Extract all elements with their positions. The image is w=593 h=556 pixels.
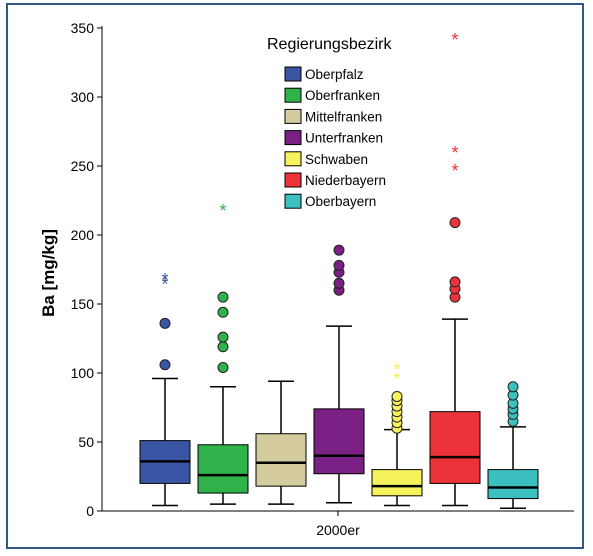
- legend-entry: Oberbayern: [305, 194, 376, 209]
- legend-entry: Mittelfranken: [305, 109, 382, 124]
- y-tick-label: 50: [78, 434, 94, 450]
- extreme-point: *: [451, 143, 458, 163]
- legend-entry: Oberfranken: [305, 88, 380, 103]
- y-tick-label: 200: [71, 227, 95, 243]
- y-tick-label: 100: [71, 365, 95, 381]
- outlier-point: [333, 259, 345, 271]
- iqr-box: [197, 444, 249, 494]
- extreme-point: *: [451, 30, 458, 50]
- iqr-box: [487, 469, 539, 500]
- outlier-point: [333, 244, 345, 256]
- legend-swatch: [284, 66, 302, 82]
- outlier-point: [217, 331, 229, 343]
- legend-entry: Oberpfalz: [305, 67, 364, 82]
- legend-swatch: [284, 108, 302, 124]
- box-mittelfranken: [255, 380, 307, 505]
- legend-swatch: [284, 151, 302, 167]
- iqr-box: [313, 408, 365, 475]
- x-axis: 2000er: [102, 510, 574, 538]
- y-tick-label: 0: [86, 503, 94, 519]
- outlier-point: [159, 359, 171, 371]
- extreme-point: *: [219, 201, 226, 221]
- outlier-point: [159, 317, 171, 329]
- legend-entry: Niederbayern: [305, 173, 386, 188]
- legend-swatch: [284, 87, 302, 103]
- box-niederbayern: ***: [429, 30, 481, 507]
- box-schwaben: **: [371, 360, 423, 507]
- legend-swatch: [284, 130, 302, 146]
- extreme-point: *: [451, 161, 458, 181]
- legend-entry: Schwaben: [305, 152, 368, 167]
- outlier-point: [507, 381, 519, 393]
- box-oberbayern: [487, 381, 539, 509]
- y-axis: 0 50 100 150 200 250 300 350: [71, 20, 103, 519]
- extreme-point: *: [393, 360, 400, 380]
- box-unterfranken: [313, 244, 365, 504]
- iqr-box: [371, 469, 423, 497]
- y-tick-label: 150: [71, 296, 95, 312]
- outlier-point: [333, 277, 345, 289]
- outlier-point: [449, 217, 461, 229]
- outlier-point: [449, 276, 461, 288]
- outlier-point: [217, 306, 229, 318]
- iqr-box: [429, 411, 481, 484]
- box-oberpfalz: **: [139, 270, 191, 507]
- legend-swatch: [284, 193, 302, 209]
- outlier-point: [217, 361, 229, 373]
- y-axis-label: Ba [mg/kg]: [39, 229, 58, 317]
- box-oberfranken: *: [197, 201, 249, 505]
- extreme-point: *: [393, 370, 400, 390]
- y-tick-label: 350: [71, 20, 95, 36]
- legend-swatch: [284, 172, 302, 188]
- outlier-point: [217, 291, 229, 303]
- extreme-point: *: [161, 270, 168, 290]
- chart-frame: 0 50 100 150 200 250 300 350 * * * * * * * * 2000er Re…: [6, 3, 584, 549]
- outlier-point: [217, 341, 229, 353]
- y-tick-label: 250: [71, 158, 95, 174]
- outlier-point: [391, 390, 403, 402]
- legend-entry: Unterfranken: [305, 131, 383, 146]
- legend-title: Regierungsbezirk: [267, 36, 393, 53]
- x-tick-label: 2000er: [316, 522, 360, 538]
- iqr-box: [255, 433, 307, 487]
- extreme-point: *: [161, 274, 168, 294]
- y-tick-label: 300: [71, 89, 95, 105]
- legend: Regierungsbezirk Oberpfalz Oberfranken Mitt…: [267, 36, 393, 209]
- box-groups: ********: [139, 30, 539, 509]
